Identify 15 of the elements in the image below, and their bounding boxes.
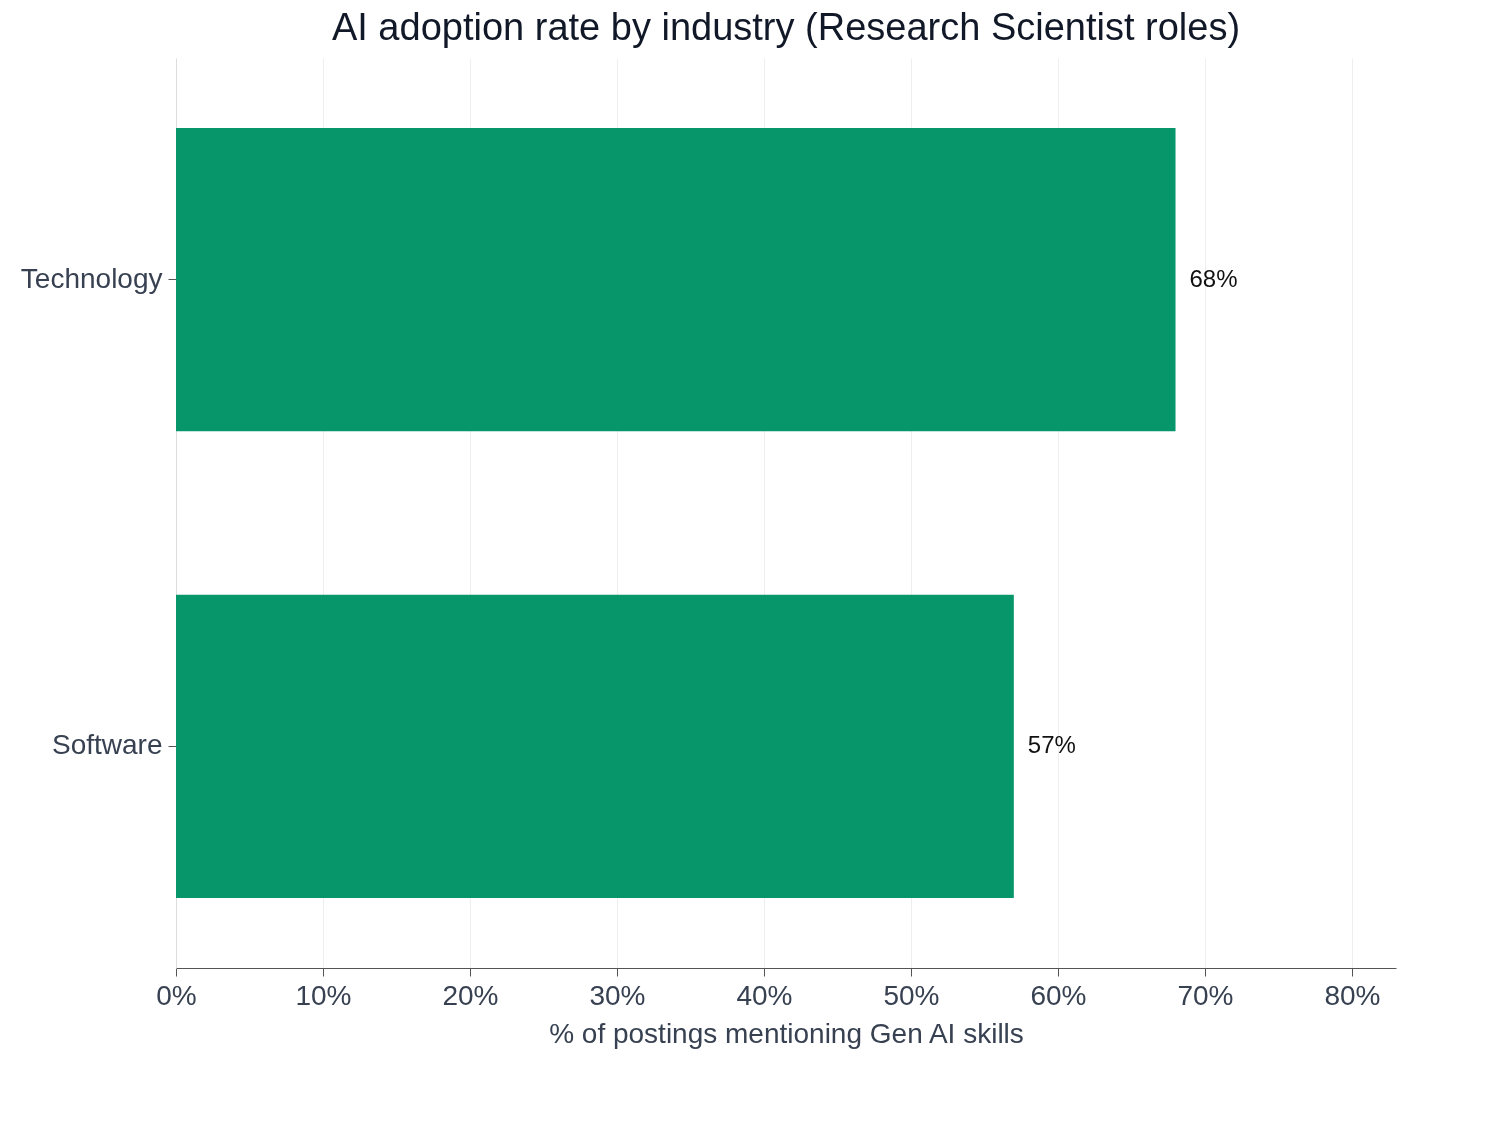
data-label: 57% [1027,731,1076,759]
x-tick-label: 20% [442,979,499,1011]
x-tick-label: 30% [589,979,646,1011]
x-tick-label: 50% [883,979,940,1011]
x-tick-label: 0% [156,979,197,1011]
data-label: 68% [1189,264,1238,292]
x-tick-label: 60% [1030,979,1087,1011]
y-tick-label: Software [52,729,163,761]
x-tick-label: 80% [1324,979,1381,1011]
x-tick-label: 70% [1177,979,1234,1011]
x-axis-title: % of postings mentioning Gen AI skills [549,1017,1024,1049]
chart-title: AI adoption rate by industry (Research Scientist roles) [331,6,1241,48]
y-tick-label: Technology [20,262,163,294]
x-tick-label: 10% [295,979,352,1011]
x-tick-label: 40% [736,979,793,1011]
